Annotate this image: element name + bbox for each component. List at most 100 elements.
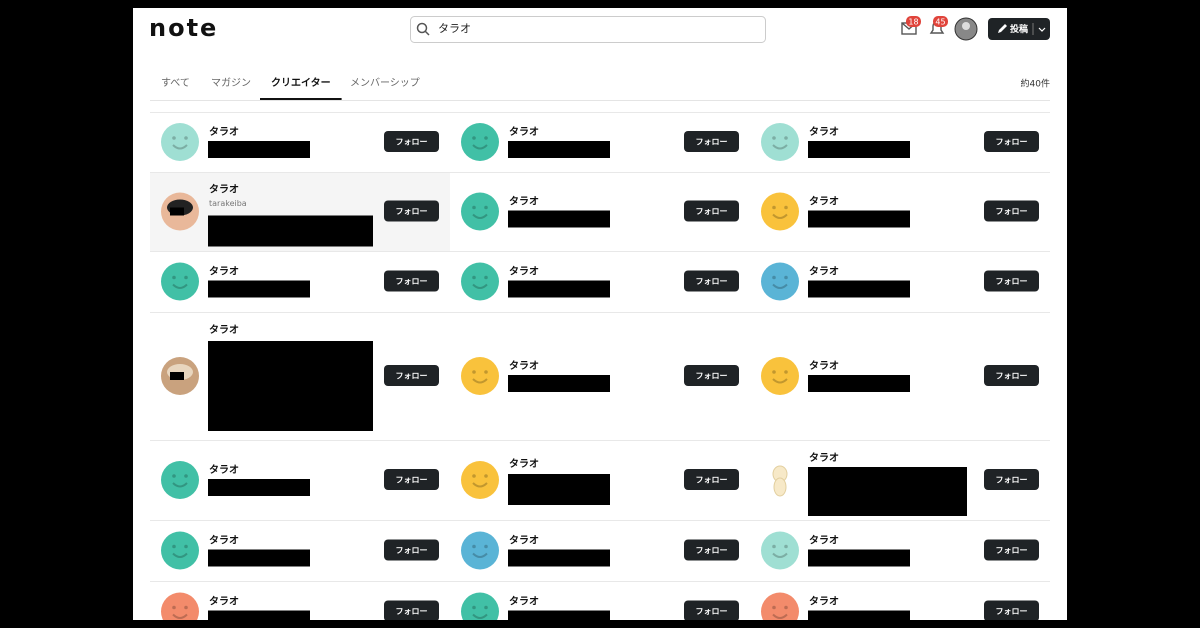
avatar[interactable] (761, 357, 799, 395)
avatar[interactable] (161, 531, 199, 570)
follow-label: フォロー (996, 207, 1028, 216)
creator-name[interactable]: タラオ (809, 535, 839, 547)
avatar[interactable] (161, 123, 199, 161)
redaction (508, 210, 610, 228)
creator-name[interactable]: タラオ (509, 360, 539, 372)
follow-button[interactable] (984, 365, 1039, 386)
follow-button[interactable] (384, 469, 439, 490)
follow-button[interactable] (984, 600, 1039, 622)
follow-button[interactable] (684, 131, 739, 152)
follow-button[interactable] (984, 131, 1039, 152)
avatar[interactable] (161, 262, 199, 301)
follow-button[interactable] (984, 469, 1039, 490)
creator-name[interactable]: タラオ (509, 196, 539, 208)
creator-name[interactable]: タラオ (809, 196, 839, 208)
creator-name[interactable]: タラオ (209, 464, 239, 476)
tab[interactable]: クリエイター (271, 77, 331, 89)
avatar[interactable] (761, 192, 799, 231)
creator-name[interactable]: タラオ (509, 458, 539, 470)
tab[interactable]: マガジン (211, 77, 251, 89)
redaction (208, 341, 373, 431)
post-button[interactable] (988, 18, 1050, 40)
avatar[interactable] (161, 592, 199, 628)
follow-button[interactable] (984, 270, 1039, 292)
avatar-mouth (472, 213, 488, 219)
avatar[interactable] (461, 192, 499, 231)
follow-button[interactable] (384, 131, 439, 152)
follow-button[interactable] (684, 200, 739, 222)
follow-button[interactable] (984, 200, 1039, 222)
creator-name[interactable]: タラオ (509, 535, 539, 547)
avatar-mouth (772, 613, 788, 619)
creator-name[interactable]: タラオ (209, 126, 239, 138)
avatar[interactable] (461, 592, 499, 628)
creator-name[interactable]: タラオ (209, 596, 239, 608)
logo[interactable]: note (149, 14, 218, 42)
follow-button[interactable] (384, 600, 439, 622)
avatar-mouth (172, 283, 188, 289)
creator-name[interactable]: タラオ (809, 360, 839, 372)
avatar-eye (784, 605, 788, 610)
avatar-eye (772, 544, 776, 549)
creator-name[interactable]: タラオ (209, 324, 239, 336)
follow-button[interactable] (984, 539, 1039, 561)
avatar[interactable] (761, 123, 799, 161)
creator-name[interactable]: タラオ (209, 184, 239, 196)
avatar[interactable] (161, 461, 199, 499)
follow-button[interactable] (384, 539, 439, 561)
creator-name[interactable]: タラオ (209, 535, 239, 547)
avatar-eye (472, 205, 476, 210)
avatar[interactable] (461, 123, 499, 161)
tab[interactable]: すべて (161, 77, 190, 89)
avatar-mouth (772, 213, 788, 219)
avatar-mouth (472, 283, 488, 289)
follow-button[interactable] (684, 365, 739, 386)
avatar-eye (172, 544, 176, 549)
badge (906, 16, 921, 27)
redaction (208, 280, 310, 298)
panel-bg (133, 8, 1067, 620)
creator-name[interactable]: タラオ (509, 596, 539, 608)
follow-button[interactable] (684, 469, 739, 490)
avatar-mouth (472, 613, 488, 619)
creator-name[interactable]: タラオ (509, 126, 539, 138)
avatar[interactable] (761, 531, 799, 570)
search-box[interactable] (410, 16, 766, 43)
avatar[interactable] (761, 592, 799, 628)
follow-button[interactable] (384, 200, 439, 222)
avatar-eye (184, 544, 188, 549)
tab[interactable]: メンバーシップ (350, 77, 420, 89)
follow-label: フォロー (696, 546, 728, 555)
follow-label: フォロー (996, 277, 1028, 286)
follow-label: フォロー (996, 476, 1028, 485)
avatar-eye (484, 275, 488, 280)
follow-button[interactable] (684, 270, 739, 292)
avatar-mouth (472, 378, 488, 384)
avatar-mouth (172, 552, 188, 558)
creator-name[interactable]: タラオ (809, 266, 839, 278)
follow-label: フォロー (996, 138, 1028, 147)
avatar-eye (472, 370, 476, 374)
panel: note タラオ 18 45 投稿 約40件 すべて マガジン クリエイター メンバー… (133, 8, 1067, 628)
avatar-mouth (772, 552, 788, 558)
follow-button[interactable] (684, 539, 739, 561)
avatar[interactable] (761, 262, 799, 301)
dropdown-icon[interactable] (1038, 27, 1046, 32)
creator-name[interactable]: タラオ (209, 266, 239, 278)
creator-name[interactable]: タラオ (809, 596, 839, 608)
follow-button[interactable] (384, 270, 439, 292)
notification-badge: 45 (935, 18, 945, 27)
creator-name[interactable]: タラオ (809, 126, 839, 138)
creator-name[interactable]: タラオ (809, 452, 839, 464)
avatar[interactable] (461, 531, 499, 570)
avatar[interactable] (461, 461, 499, 499)
follow-button[interactable] (384, 365, 439, 386)
follow-button[interactable] (684, 600, 739, 622)
creator-name[interactable]: タラオ (509, 266, 539, 278)
post-label: 投稿 (1010, 23, 1028, 35)
avatar[interactable] (461, 357, 499, 395)
avatar[interactable] (461, 262, 499, 301)
avatar-eye (784, 275, 788, 280)
follow-label: フォロー (996, 372, 1028, 381)
avatar-eye (772, 370, 776, 374)
